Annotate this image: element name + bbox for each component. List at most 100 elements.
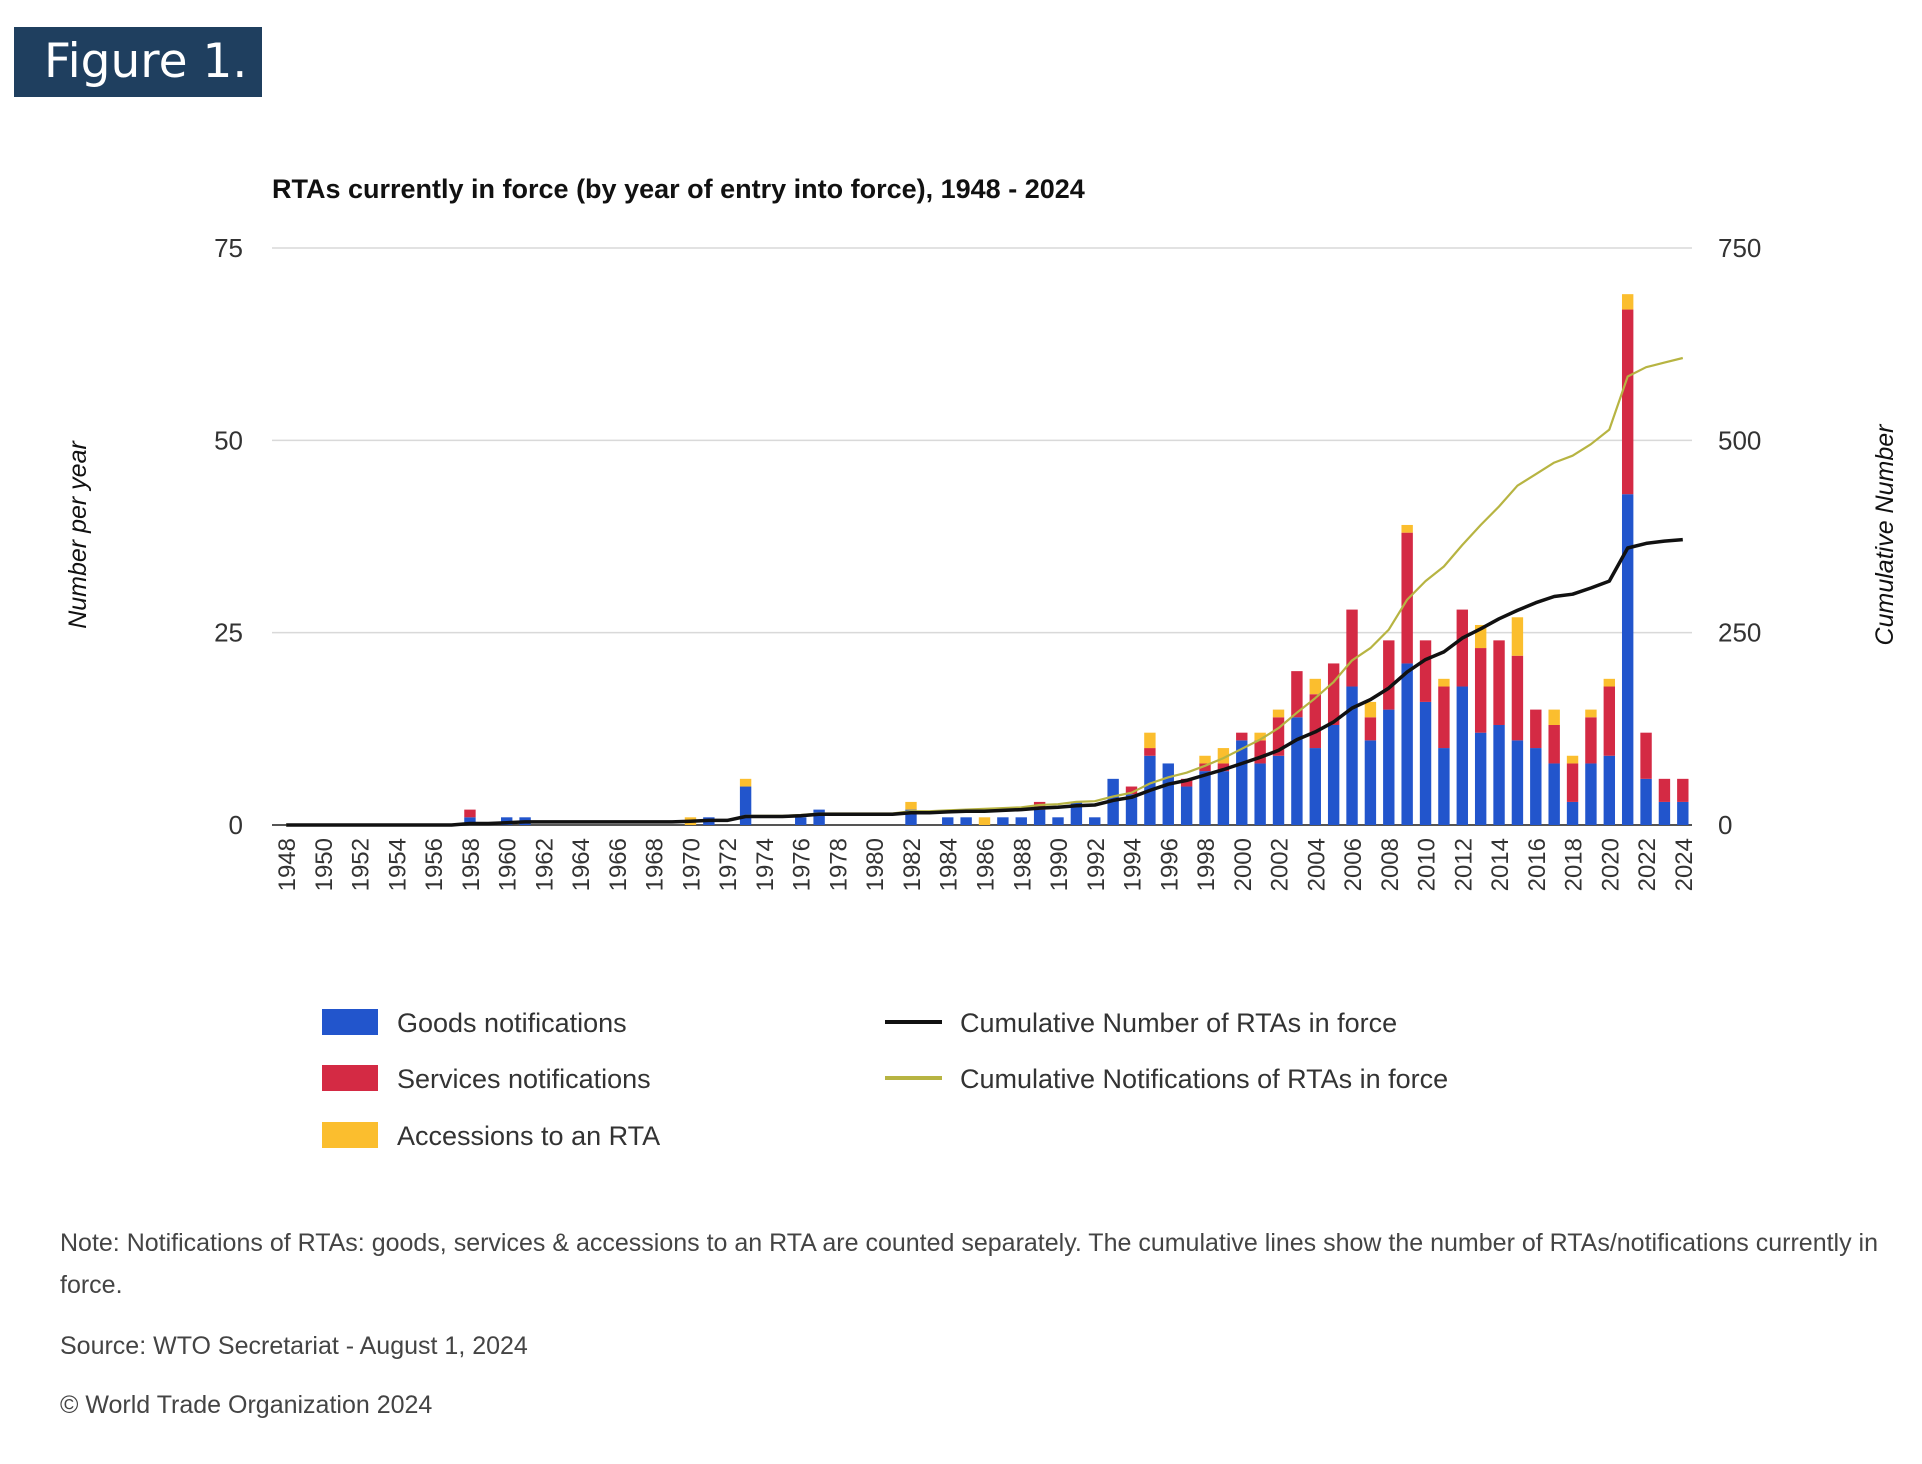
bar-goods <box>1603 755 1616 825</box>
x-tick-label: 1972 <box>715 838 742 891</box>
bar-goods <box>1566 801 1579 825</box>
chart-source: Source: WTO Secretariat - August 1, 2024 <box>60 1332 528 1360</box>
x-tick-label: 2002 <box>1267 838 1294 891</box>
bar-services <box>1493 640 1505 725</box>
legend-services-swatch <box>322 1065 378 1091</box>
bar-goods <box>1236 740 1248 825</box>
x-tick-label: 1986 <box>973 838 1000 891</box>
x-tick-label: 2016 <box>1524 838 1551 891</box>
bar-services <box>1272 717 1285 756</box>
bar-goods <box>1162 763 1174 825</box>
left-tick-label: 50 <box>214 425 243 455</box>
bar-series <box>464 294 1689 825</box>
bar-accessions <box>1401 524 1413 533</box>
x-axis: 1948 1950 1952 1954 1956 1958 1960 1962 1964 1966… <box>274 838 1698 891</box>
bar-goods <box>1291 717 1303 825</box>
bar-services <box>1438 686 1450 749</box>
bar-goods <box>1511 740 1524 825</box>
bar-goods <box>1640 778 1652 825</box>
line-cumulative-rtas <box>286 537 1683 827</box>
legend-cumulative-rtas-label: Cumulative Number of RTAs in force <box>960 1008 1397 1038</box>
bar-goods <box>1383 709 1395 825</box>
bar-services <box>1291 671 1303 718</box>
right-tick-label: 500 <box>1718 425 1761 455</box>
x-tick-label: 2018 <box>1561 838 1588 891</box>
chart-title: RTAs currently in force (by year of entr… <box>272 174 1085 204</box>
legend-cumulative-notifications-label: Cumulative Notifications of RTAs in forc… <box>960 1064 1448 1094</box>
bar-services <box>1125 786 1138 795</box>
bar-goods <box>1438 748 1450 825</box>
bar-goods <box>1199 771 1211 825</box>
right-axis-label: Cumulative Number <box>1871 423 1899 646</box>
left-axis-label: Number per year <box>64 440 92 629</box>
bar-goods <box>997 817 1009 825</box>
x-tick-label: 1974 <box>752 838 779 891</box>
x-tick-label: 2012 <box>1450 838 1477 891</box>
x-tick-label: 1984 <box>936 838 963 891</box>
bar-goods <box>1530 748 1542 825</box>
x-tick-label: 1988 <box>1009 838 1036 891</box>
bar-goods <box>1548 763 1560 825</box>
bar-goods <box>942 817 954 825</box>
x-tick-label: 1990 <box>1046 838 1073 891</box>
bar-goods <box>1272 755 1285 825</box>
bar-accessions <box>905 801 917 810</box>
x-tick-label: 1962 <box>531 838 558 891</box>
bar-accessions <box>1474 624 1487 649</box>
right-axis: 0 250 500 750 <box>1718 233 1761 840</box>
bar-services <box>1144 748 1156 756</box>
x-tick-label: 1960 <box>495 838 522 891</box>
bar-goods <box>1070 801 1083 825</box>
bar-services <box>1327 663 1340 725</box>
bar-goods <box>1401 663 1413 825</box>
bar-services <box>464 809 476 818</box>
bar-accessions <box>1566 755 1579 764</box>
bar-services <box>1254 740 1266 764</box>
chart-copyright: © World Trade Organization 2024 <box>60 1391 433 1419</box>
bar-services <box>1474 648 1487 733</box>
bar-goods <box>1052 817 1064 825</box>
bar-accessions <box>1199 755 1211 764</box>
bar-services <box>1383 640 1395 710</box>
bar-goods <box>960 817 972 825</box>
bar-accessions <box>978 817 991 825</box>
bar-services <box>1217 763 1230 772</box>
bar-services <box>1180 778 1193 787</box>
bar-services <box>1548 724 1560 764</box>
bar-accessions <box>1585 709 1597 718</box>
x-tick-label: 1970 <box>678 838 705 891</box>
left-axis: 0 25 50 75 <box>214 233 243 840</box>
bar-goods <box>1364 740 1377 825</box>
chart-note: Note: Notifications of RTAs: goods, serv… <box>60 1229 1879 1299</box>
left-tick-label: 75 <box>214 233 243 263</box>
legend: Goods notifications Services notification… <box>322 1008 1448 1151</box>
legend-accessions-label: Accessions to an RTA <box>397 1121 660 1151</box>
left-tick-label: 25 <box>214 618 243 648</box>
x-tick-label: 1978 <box>825 838 852 891</box>
x-tick-label: 1998 <box>1193 838 1220 891</box>
bar-goods <box>1015 817 1027 825</box>
bar-goods <box>1621 494 1634 825</box>
x-tick-label: 2020 <box>1597 838 1624 891</box>
bar-services <box>1603 686 1616 756</box>
x-tick-label: 1952 <box>348 838 375 891</box>
bar-services <box>1530 709 1542 749</box>
x-tick-label: 2008 <box>1377 838 1404 891</box>
bar-goods <box>1474 732 1487 825</box>
bar-goods <box>1217 771 1230 825</box>
rta-chart: RTAs currently in force (by year of entr… <box>64 174 1899 1151</box>
x-tick-label: 1982 <box>899 838 926 891</box>
bar-services <box>1677 778 1689 802</box>
bar-goods <box>1125 794 1138 825</box>
bar-goods <box>1585 763 1597 825</box>
bar-accessions <box>739 778 752 787</box>
bar-goods <box>739 786 752 825</box>
legend-goods-swatch <box>322 1009 378 1035</box>
bar-services <box>1511 655 1524 741</box>
line-series <box>286 356 1684 827</box>
bar-goods <box>1658 801 1671 825</box>
x-tick-label: 2004 <box>1303 838 1330 891</box>
bar-accessions <box>1548 709 1560 725</box>
x-tick-label: 2000 <box>1230 838 1257 891</box>
bar-accessions <box>1272 709 1285 718</box>
